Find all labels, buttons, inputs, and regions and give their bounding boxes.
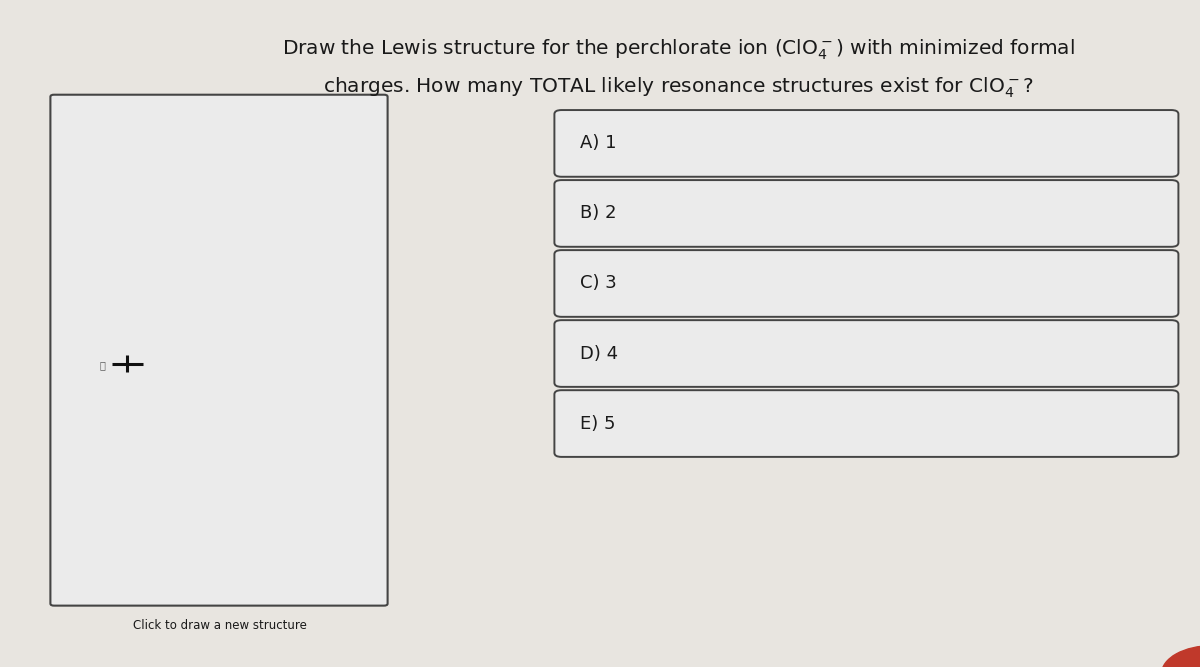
Text: Draw the Lewis structure for the perchlorate ion (ClO$_4^-$) with minimized form: Draw the Lewis structure for the perchlo… xyxy=(282,38,1074,62)
Text: A) 1: A) 1 xyxy=(580,135,616,152)
FancyBboxPatch shape xyxy=(554,180,1178,247)
Text: charges. How many TOTAL likely resonance structures exist for ClO$_4^-$?: charges. How many TOTAL likely resonance… xyxy=(323,76,1033,100)
FancyBboxPatch shape xyxy=(554,250,1178,317)
FancyBboxPatch shape xyxy=(554,320,1178,387)
Text: E) 5: E) 5 xyxy=(580,415,616,432)
FancyBboxPatch shape xyxy=(554,110,1178,177)
Text: C) 3: C) 3 xyxy=(580,275,617,292)
Circle shape xyxy=(1162,646,1200,667)
Text: B) 2: B) 2 xyxy=(580,205,616,222)
Text: 👉: 👉 xyxy=(100,361,104,370)
Text: Click to draw a new structure: Click to draw a new structure xyxy=(133,619,306,632)
FancyBboxPatch shape xyxy=(554,390,1178,457)
FancyBboxPatch shape xyxy=(50,95,388,606)
Text: D) 4: D) 4 xyxy=(580,345,618,362)
